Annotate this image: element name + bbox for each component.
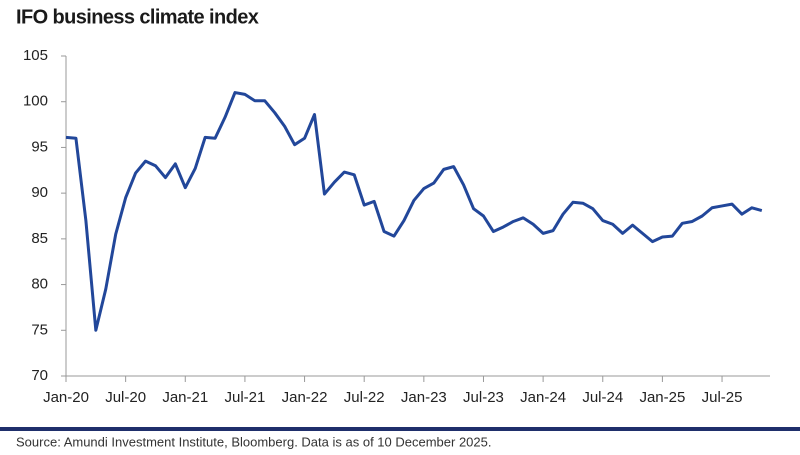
x-tick-label: Jan-21 xyxy=(162,389,208,406)
data-line xyxy=(65,91,763,332)
footer-rule xyxy=(0,427,800,431)
y-tick-label: 70 xyxy=(31,367,48,384)
source-note: Source: Amundi Investment Institute, Blo… xyxy=(16,434,491,449)
x-tick-label: Jul-20 xyxy=(105,389,146,406)
x-tick-label: Jul-24 xyxy=(582,389,623,406)
x-tick-label: Jan-25 xyxy=(639,389,685,406)
y-tick-label: 80 xyxy=(31,276,48,293)
x-tick-label: Jan-24 xyxy=(520,389,566,406)
x-tick-label: Jul-25 xyxy=(702,389,743,406)
x-tick-label: Jul-22 xyxy=(344,389,385,406)
chart-title: IFO business climate index xyxy=(16,6,259,28)
y-tick-label: 95 xyxy=(31,138,48,155)
y-tick-label: 75 xyxy=(31,321,48,338)
y-tick-label: 85 xyxy=(31,230,48,247)
x-tick-label: Jul-21 xyxy=(224,389,265,406)
y-tick-label: 105 xyxy=(23,47,48,64)
y-tick-label: 90 xyxy=(31,184,48,201)
x-tick-label: Jan-22 xyxy=(282,389,328,406)
x-tick-label: Jan-20 xyxy=(43,389,89,406)
x-tick-label: Jul-23 xyxy=(463,389,504,406)
x-tick-label: Jan-23 xyxy=(401,389,447,406)
y-tick-label: 100 xyxy=(23,93,48,110)
